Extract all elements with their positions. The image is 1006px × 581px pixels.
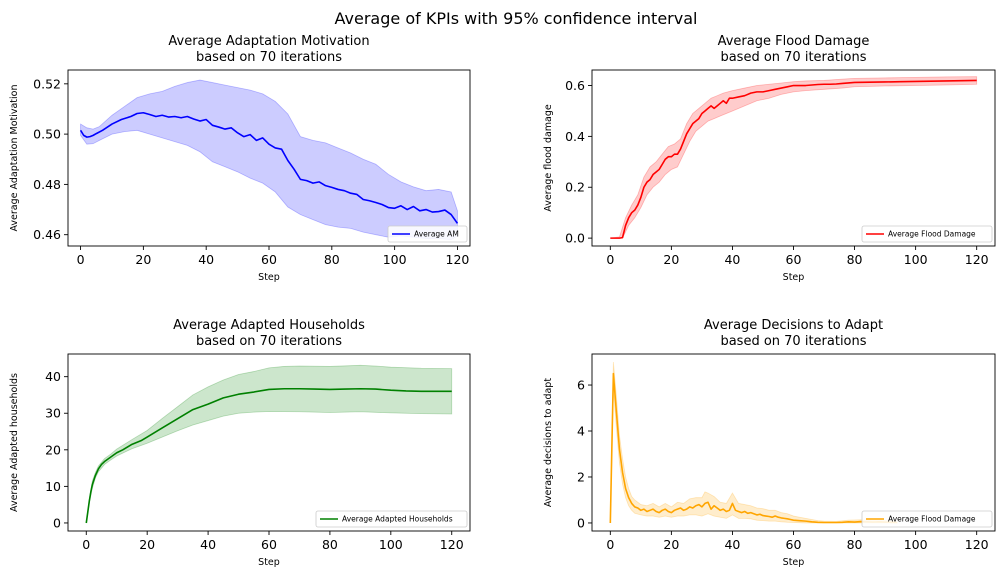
x-tick-label: 100: [904, 252, 928, 267]
x-axis-label: Step: [258, 272, 280, 283]
x-axis-label: Step: [783, 272, 805, 283]
legend: Average Adapted Households: [315, 510, 468, 528]
x-tick-label: 40: [200, 537, 216, 552]
figure-suptitle: Average of KPIs with 95% confidence inte…: [335, 9, 698, 28]
legend-label: Average Flood Damage: [888, 515, 976, 524]
y-tick-label: 0.46: [33, 227, 61, 242]
legend-box: [315, 510, 468, 528]
y-axis-label: Average flood damage: [543, 104, 554, 212]
y-tick-label: 0.48: [33, 177, 61, 192]
x-axis-label: Step: [258, 557, 280, 568]
x-tick-label: 40: [198, 252, 214, 267]
axes-frame: [591, 69, 996, 247]
y-axis-label: Average decisions to adapt: [543, 378, 554, 507]
confidence-band: [610, 76, 978, 239]
x-tick-label: 0: [77, 252, 85, 267]
x-tick-label: 20: [135, 252, 151, 267]
confidence-band: [609, 362, 898, 524]
legend-box: [387, 225, 468, 243]
x-axis-label: Step: [783, 557, 805, 568]
confidence-band: [80, 79, 458, 241]
x-tick-label: 80: [847, 252, 863, 267]
panel-title: Average Decisions to Adapt: [704, 318, 883, 333]
x-tick-label: 0: [606, 537, 614, 552]
y-tick-label: 30: [45, 406, 61, 421]
x-tick-label: 0: [606, 252, 614, 267]
series-line: [85, 387, 452, 524]
series-line: [610, 79, 977, 239]
panel-title: Average Adapted Households: [173, 318, 365, 333]
x-tick-label: 100: [379, 537, 403, 552]
legend-label: Average Adapted Households: [342, 515, 453, 524]
y-tick-label: 0.0: [565, 231, 585, 246]
x-tick-label: 20: [139, 537, 155, 552]
x-tick-label: 60: [261, 537, 277, 552]
y-tick-label: 10: [45, 479, 61, 494]
y-tick-label: 0: [577, 515, 585, 530]
panel-subtitle: based on 70 iterations: [196, 334, 342, 349]
panel-title: Average Adaptation Motivation: [168, 34, 369, 49]
y-tick-label: 0.4: [565, 129, 585, 144]
series-line: [79, 111, 459, 224]
y-tick-label: 2: [577, 469, 585, 484]
panel-subtitle: based on 70 iterations: [720, 334, 866, 349]
panel-subtitle: based on 70 iterations: [196, 50, 342, 65]
y-tick-label: 0.2: [565, 180, 585, 195]
confidence-band: [85, 364, 453, 524]
x-tick-label: 120: [965, 537, 989, 552]
x-tick-label: 60: [786, 537, 802, 552]
x-tick-label: 40: [724, 252, 740, 267]
x-tick-label: 80: [847, 537, 863, 552]
y-tick-label: 6: [577, 378, 585, 393]
x-tick-label: 120: [440, 537, 464, 552]
x-tick-label: 60: [786, 252, 802, 267]
x-tick-label: 60: [261, 252, 277, 267]
legend-box: [861, 225, 993, 243]
x-tick-label: 100: [904, 537, 928, 552]
y-tick-label: 40: [45, 369, 61, 384]
x-tick-label: 120: [446, 252, 470, 267]
legend-label: Average AM: [414, 230, 459, 239]
y-axis-label: Average Adapted households: [9, 373, 20, 512]
legend: Average Flood Damage: [861, 510, 993, 528]
legend: Average Flood Damage: [861, 225, 993, 243]
x-tick-label: 100: [383, 252, 407, 267]
y-tick-label: 0.6: [565, 78, 585, 93]
y-tick-label: 20: [45, 442, 61, 457]
legend-label: Average Flood Damage: [888, 230, 976, 239]
x-tick-label: 0: [82, 537, 90, 552]
legend-box: [861, 510, 993, 528]
x-tick-label: 80: [324, 252, 340, 267]
y-axis-label: Average Adaptation Motivation: [9, 84, 20, 231]
y-tick-label: 4: [577, 424, 585, 439]
y-tick-label: 0.50: [33, 127, 61, 142]
x-tick-label: 20: [663, 537, 679, 552]
y-tick-label: 0.52: [33, 76, 61, 91]
x-tick-label: 120: [965, 252, 989, 267]
legend: Average AM: [387, 225, 468, 243]
x-tick-label: 40: [724, 537, 740, 552]
y-tick-label: 0: [53, 515, 61, 530]
panel-subtitle: based on 70 iterations: [720, 50, 866, 65]
x-tick-label: 80: [322, 537, 338, 552]
x-tick-label: 20: [663, 252, 679, 267]
series-line: [609, 372, 898, 524]
panel-title: Average Flood Damage: [718, 34, 870, 49]
